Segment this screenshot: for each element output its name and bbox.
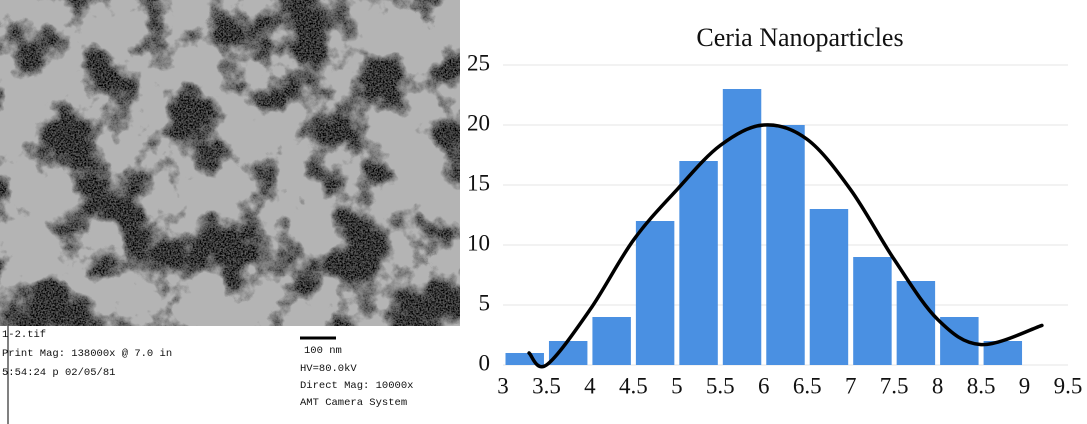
y-tick-label: 10: [467, 230, 490, 255]
bar: [679, 161, 717, 365]
caption: 1-2.tif: [2, 329, 46, 341]
bar: [549, 341, 587, 365]
caption: AMT Camera System: [300, 397, 407, 409]
caption: 5:54:24 p 02/05/81: [2, 367, 115, 379]
x-tick-label: 7.5: [880, 373, 909, 398]
bar: [636, 221, 674, 365]
x-tick-label: 6: [758, 373, 770, 398]
x-tick-label: 4: [584, 373, 596, 398]
bar: [853, 257, 891, 365]
bar: [592, 317, 630, 365]
y-tick-label: 5: [479, 290, 491, 315]
bar: [766, 125, 804, 365]
x-tick-label: 5.5: [706, 373, 735, 398]
x-tick-label: 7: [845, 373, 857, 398]
x-tick-label: 4.5: [619, 373, 648, 398]
caption: Print Mag: 138000x @ 7.0 in: [2, 348, 172, 360]
y-tick-label: 20: [467, 110, 490, 135]
x-tick-label: 9: [1019, 373, 1031, 398]
x-tick-label: 6.5: [793, 373, 822, 398]
page: 1-2.tif Print Mag: 138000x @ 7.0 in 5:54…: [0, 0, 1087, 424]
caption: HV=80.0kV: [300, 363, 357, 375]
bar: [810, 209, 848, 365]
micrograph: 1-2.tif Print Mag: 138000x @ 7.0 in 5:54…: [0, 0, 460, 424]
caption: Direct Mag: 10000x: [300, 380, 413, 392]
x-tick-label: 3.5: [532, 373, 561, 398]
bar: [940, 317, 978, 365]
y-tick-label: 0: [479, 350, 491, 375]
scale-label: 100 nm: [304, 345, 342, 357]
y-tick-label: 25: [467, 50, 490, 75]
chart-title: Ceria Nanoparticles: [696, 23, 903, 52]
x-tick-label: 8.5: [967, 373, 996, 398]
x-tick-label: 8: [932, 373, 944, 398]
x-tick-label: 5: [671, 373, 683, 398]
y-tick-label: 15: [467, 170, 490, 195]
x-tick-label: 3: [497, 373, 509, 398]
bar: [506, 353, 544, 365]
x-tick-label: 9.5: [1054, 373, 1083, 398]
micrograph-texture: [0, 0, 460, 326]
